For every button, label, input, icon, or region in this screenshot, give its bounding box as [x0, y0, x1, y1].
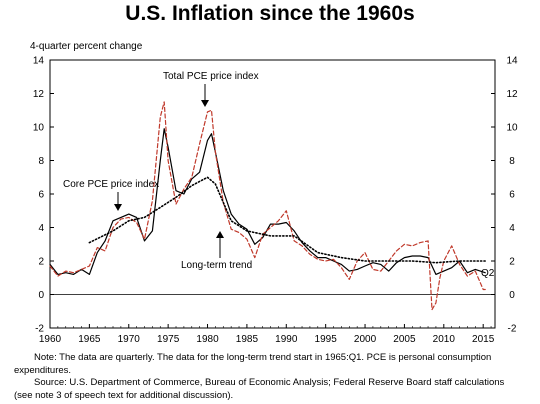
x-tick-label: 1990: [275, 334, 298, 345]
y-tick-label-right: 12: [506, 89, 518, 100]
y-tick-label-right: -2: [508, 324, 517, 335]
y-tick-label-left: -2: [35, 324, 44, 335]
q2-annotation: Q2: [481, 268, 495, 279]
core-pce-annotation: Core PCE price index: [63, 179, 159, 190]
long-term-trend-line: [88, 176, 487, 264]
y-tick-label-left: 10: [33, 123, 45, 134]
x-tick-label: 1980: [196, 334, 219, 345]
y-tick-label-right: 6: [509, 190, 515, 201]
note-text: Note: The data are quarterly. The data f…: [14, 352, 492, 376]
y-tick-label-left: 6: [38, 190, 44, 201]
y-axis-label: 4-quarter percent change: [30, 41, 143, 52]
axes: -2 -2 0 0 2 2 4 4 6 6 8 8 10 10 12 12 14 14 1960 1965 1970 19…: [33, 56, 518, 346]
y-tick-label-left: 14: [33, 56, 45, 67]
y-tick-label-left: 2: [38, 257, 44, 268]
annotations: Total PCE price index Core PCE price ind…: [63, 71, 495, 279]
series-layer: [49, 101, 487, 311]
x-tick-label: 2005: [393, 334, 416, 345]
x-tick-label: 2015: [472, 334, 495, 345]
x-tick-label: 1960: [39, 334, 62, 345]
y-tick-label-left: 4: [38, 223, 44, 234]
x-tick-label: 1995: [315, 334, 338, 345]
y-tick-label-right: 0: [509, 290, 515, 301]
y-tick-label-left: 12: [33, 89, 45, 100]
core-pce-arrowhead: [114, 204, 122, 211]
chart-title: U.S. Inflation since the 1960s: [125, 2, 415, 25]
y-tick-label-right: 2: [509, 257, 515, 268]
x-tick-label: 2000: [354, 334, 377, 345]
inflation-chart: 4-quarter percent change -2 -2 0 0 2 2 4 4 6 6 8 8 1…: [30, 41, 518, 346]
y-tick-label-right: 14: [506, 56, 518, 67]
chart-notes: Note: The data are quarterly. The data f…: [14, 352, 524, 402]
x-tick-label: 1965: [78, 334, 101, 345]
y-tick-label-right: 8: [509, 156, 515, 167]
x-tick-label: 1985: [236, 334, 259, 345]
y-tick-label-right: 4: [509, 223, 515, 234]
plot-frame: [49, 59, 496, 329]
y-tick-label-left: 0: [38, 290, 44, 301]
total-pce-arrowhead: [201, 100, 209, 107]
source-text: Source: U.S. Department of Commerce, Bur…: [14, 377, 505, 401]
trend-annotation: Long-term trend: [181, 260, 252, 271]
trend-arrowhead: [216, 231, 224, 238]
x-tick-label: 2010: [433, 334, 456, 345]
y-tick-label-left: 8: [38, 156, 44, 167]
x-tick-label: 1975: [157, 334, 180, 345]
x-tick-label: 1970: [118, 334, 141, 345]
total-pce-line: [49, 101, 486, 311]
y-tick-label-right: 10: [506, 123, 518, 134]
core-pce-line: [49, 128, 486, 275]
total-pce-annotation: Total PCE price index: [163, 71, 259, 82]
